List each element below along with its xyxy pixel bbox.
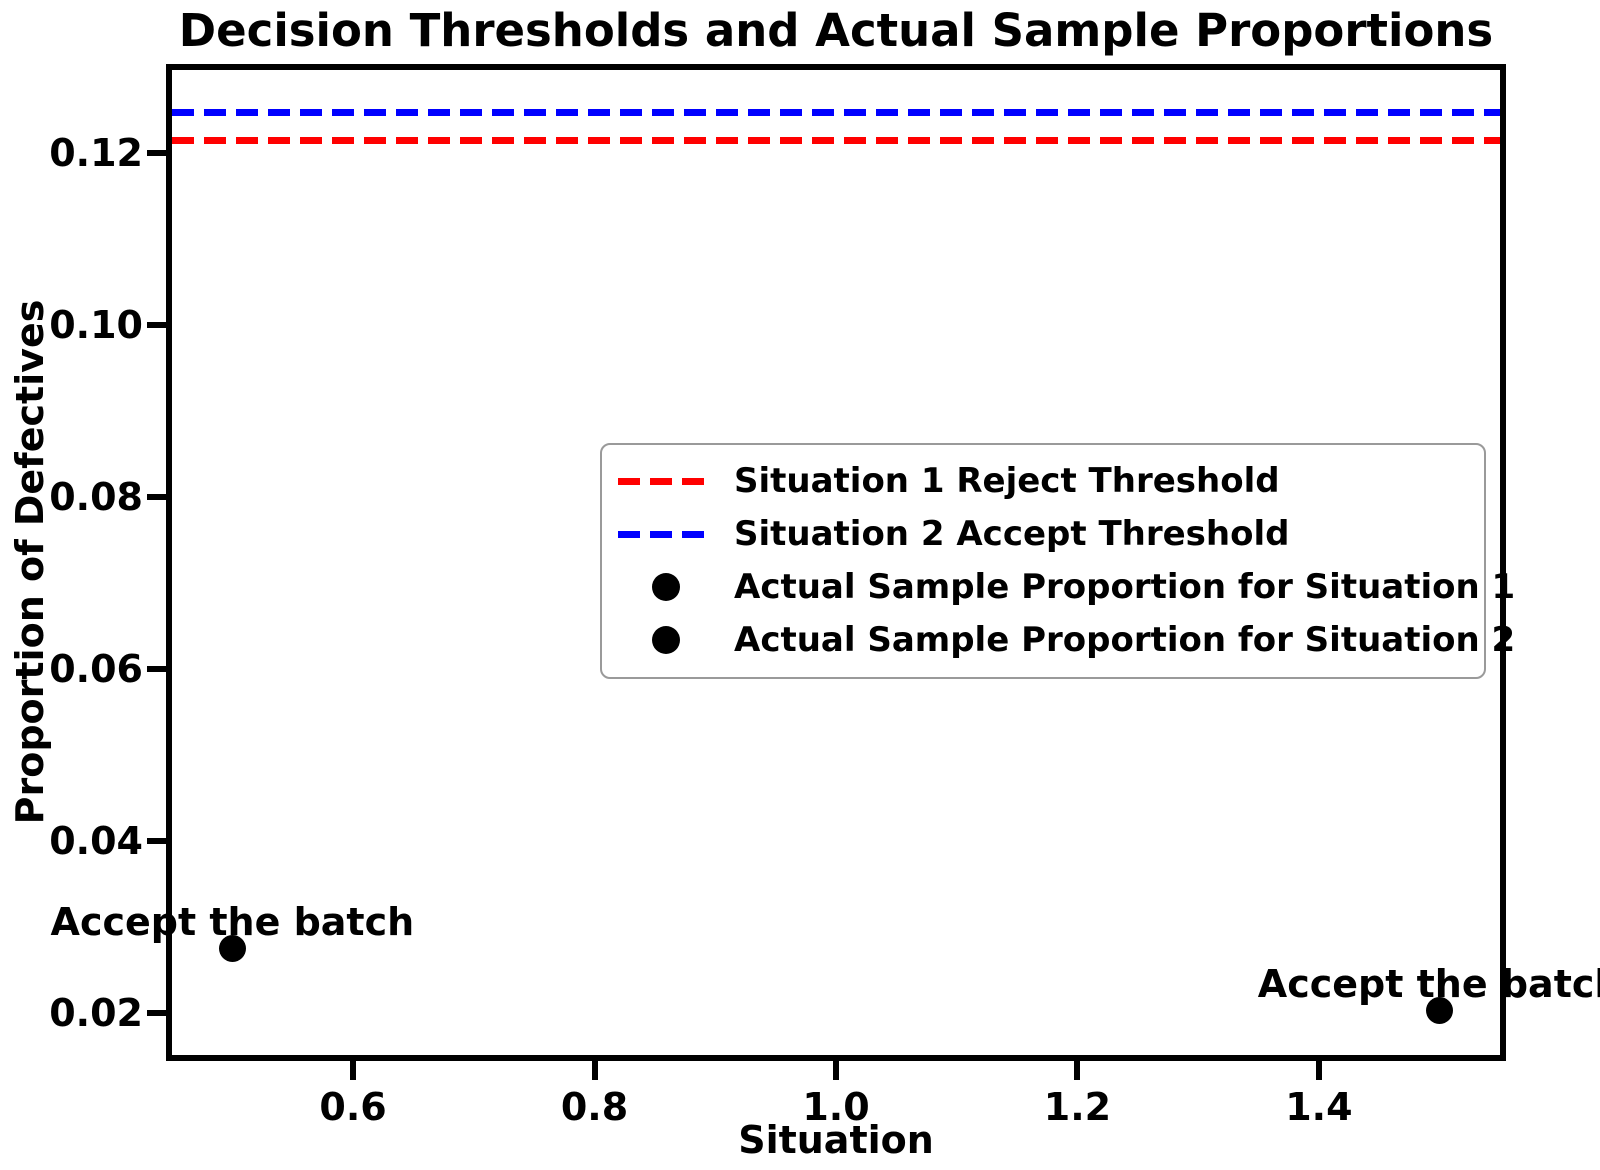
y-tick-label: 0.08 xyxy=(49,475,143,520)
x-tick-label: 1.2 xyxy=(1043,1085,1112,1129)
x-axis-label: Situation xyxy=(738,1118,934,1162)
point-annotation: Accept the batch xyxy=(50,900,415,945)
y-tick-mark xyxy=(147,1009,166,1016)
legend-item: Situation 2 Accept Threshold xyxy=(618,514,1474,555)
legend-item: Situation 1 Reject Threshold xyxy=(618,461,1474,502)
legend-marker xyxy=(652,573,680,602)
legend-marker xyxy=(652,626,680,655)
y-tick-mark xyxy=(147,837,166,844)
y-tick-label: 0.04 xyxy=(49,818,143,863)
y-axis-label: Proportion of Defectives xyxy=(8,299,52,825)
legend-marker xyxy=(618,530,706,538)
y-tick-label: 0.10 xyxy=(49,303,143,348)
x-tick-label: 1.4 xyxy=(1285,1085,1353,1129)
y-tick-mark xyxy=(147,150,166,157)
data-point xyxy=(218,934,246,962)
legend-dashed-line-icon xyxy=(618,520,706,548)
x-tick-mark xyxy=(591,1061,598,1080)
x-tick-label: 0.8 xyxy=(560,1085,629,1129)
x-tick-mark xyxy=(1074,1061,1081,1080)
x-tick-mark xyxy=(350,1061,357,1080)
legend-item: Actual Sample Proportion for Situation 1 xyxy=(618,567,1515,608)
legend-label: Situation 1 Reject Threshold xyxy=(734,461,1280,502)
y-tick-mark xyxy=(147,322,166,329)
legend-dot-icon xyxy=(618,573,706,602)
legend-marker xyxy=(618,477,706,485)
chart-title: Decision Thresholds and Actual Sample Pr… xyxy=(178,4,1494,57)
x-tick-mark xyxy=(833,1061,839,1080)
legend-label: Actual Sample Proportion for Situation 1 xyxy=(734,567,1516,608)
threshold-line xyxy=(172,108,1500,116)
x-tick-label: 0.6 xyxy=(319,1085,387,1129)
legend: Situation 1 Reject Threshold Situation 2 … xyxy=(600,443,1515,679)
data-point xyxy=(1426,996,1454,1024)
y-tick-label: 0.02 xyxy=(49,990,143,1035)
y-tick-label: 0.12 xyxy=(49,131,143,176)
legend-dashed-line-icon xyxy=(618,467,706,495)
x-tick-mark xyxy=(1315,1061,1322,1080)
y-tick-label: 0.06 xyxy=(49,647,143,692)
legend-label: Actual Sample Proportion for Situation 2 xyxy=(734,620,1516,661)
legend-label: Situation 2 Accept Threshold xyxy=(734,514,1290,555)
point-annotation: Accept the batch xyxy=(1257,962,1600,1007)
legend-dot-icon xyxy=(618,626,706,655)
y-tick-mark xyxy=(147,494,166,501)
threshold-line xyxy=(172,136,1500,144)
x-tick-label: 1.0 xyxy=(802,1085,870,1129)
legend-item: Actual Sample Proportion for Situation 2 xyxy=(618,620,1515,661)
y-tick-mark xyxy=(147,666,166,673)
